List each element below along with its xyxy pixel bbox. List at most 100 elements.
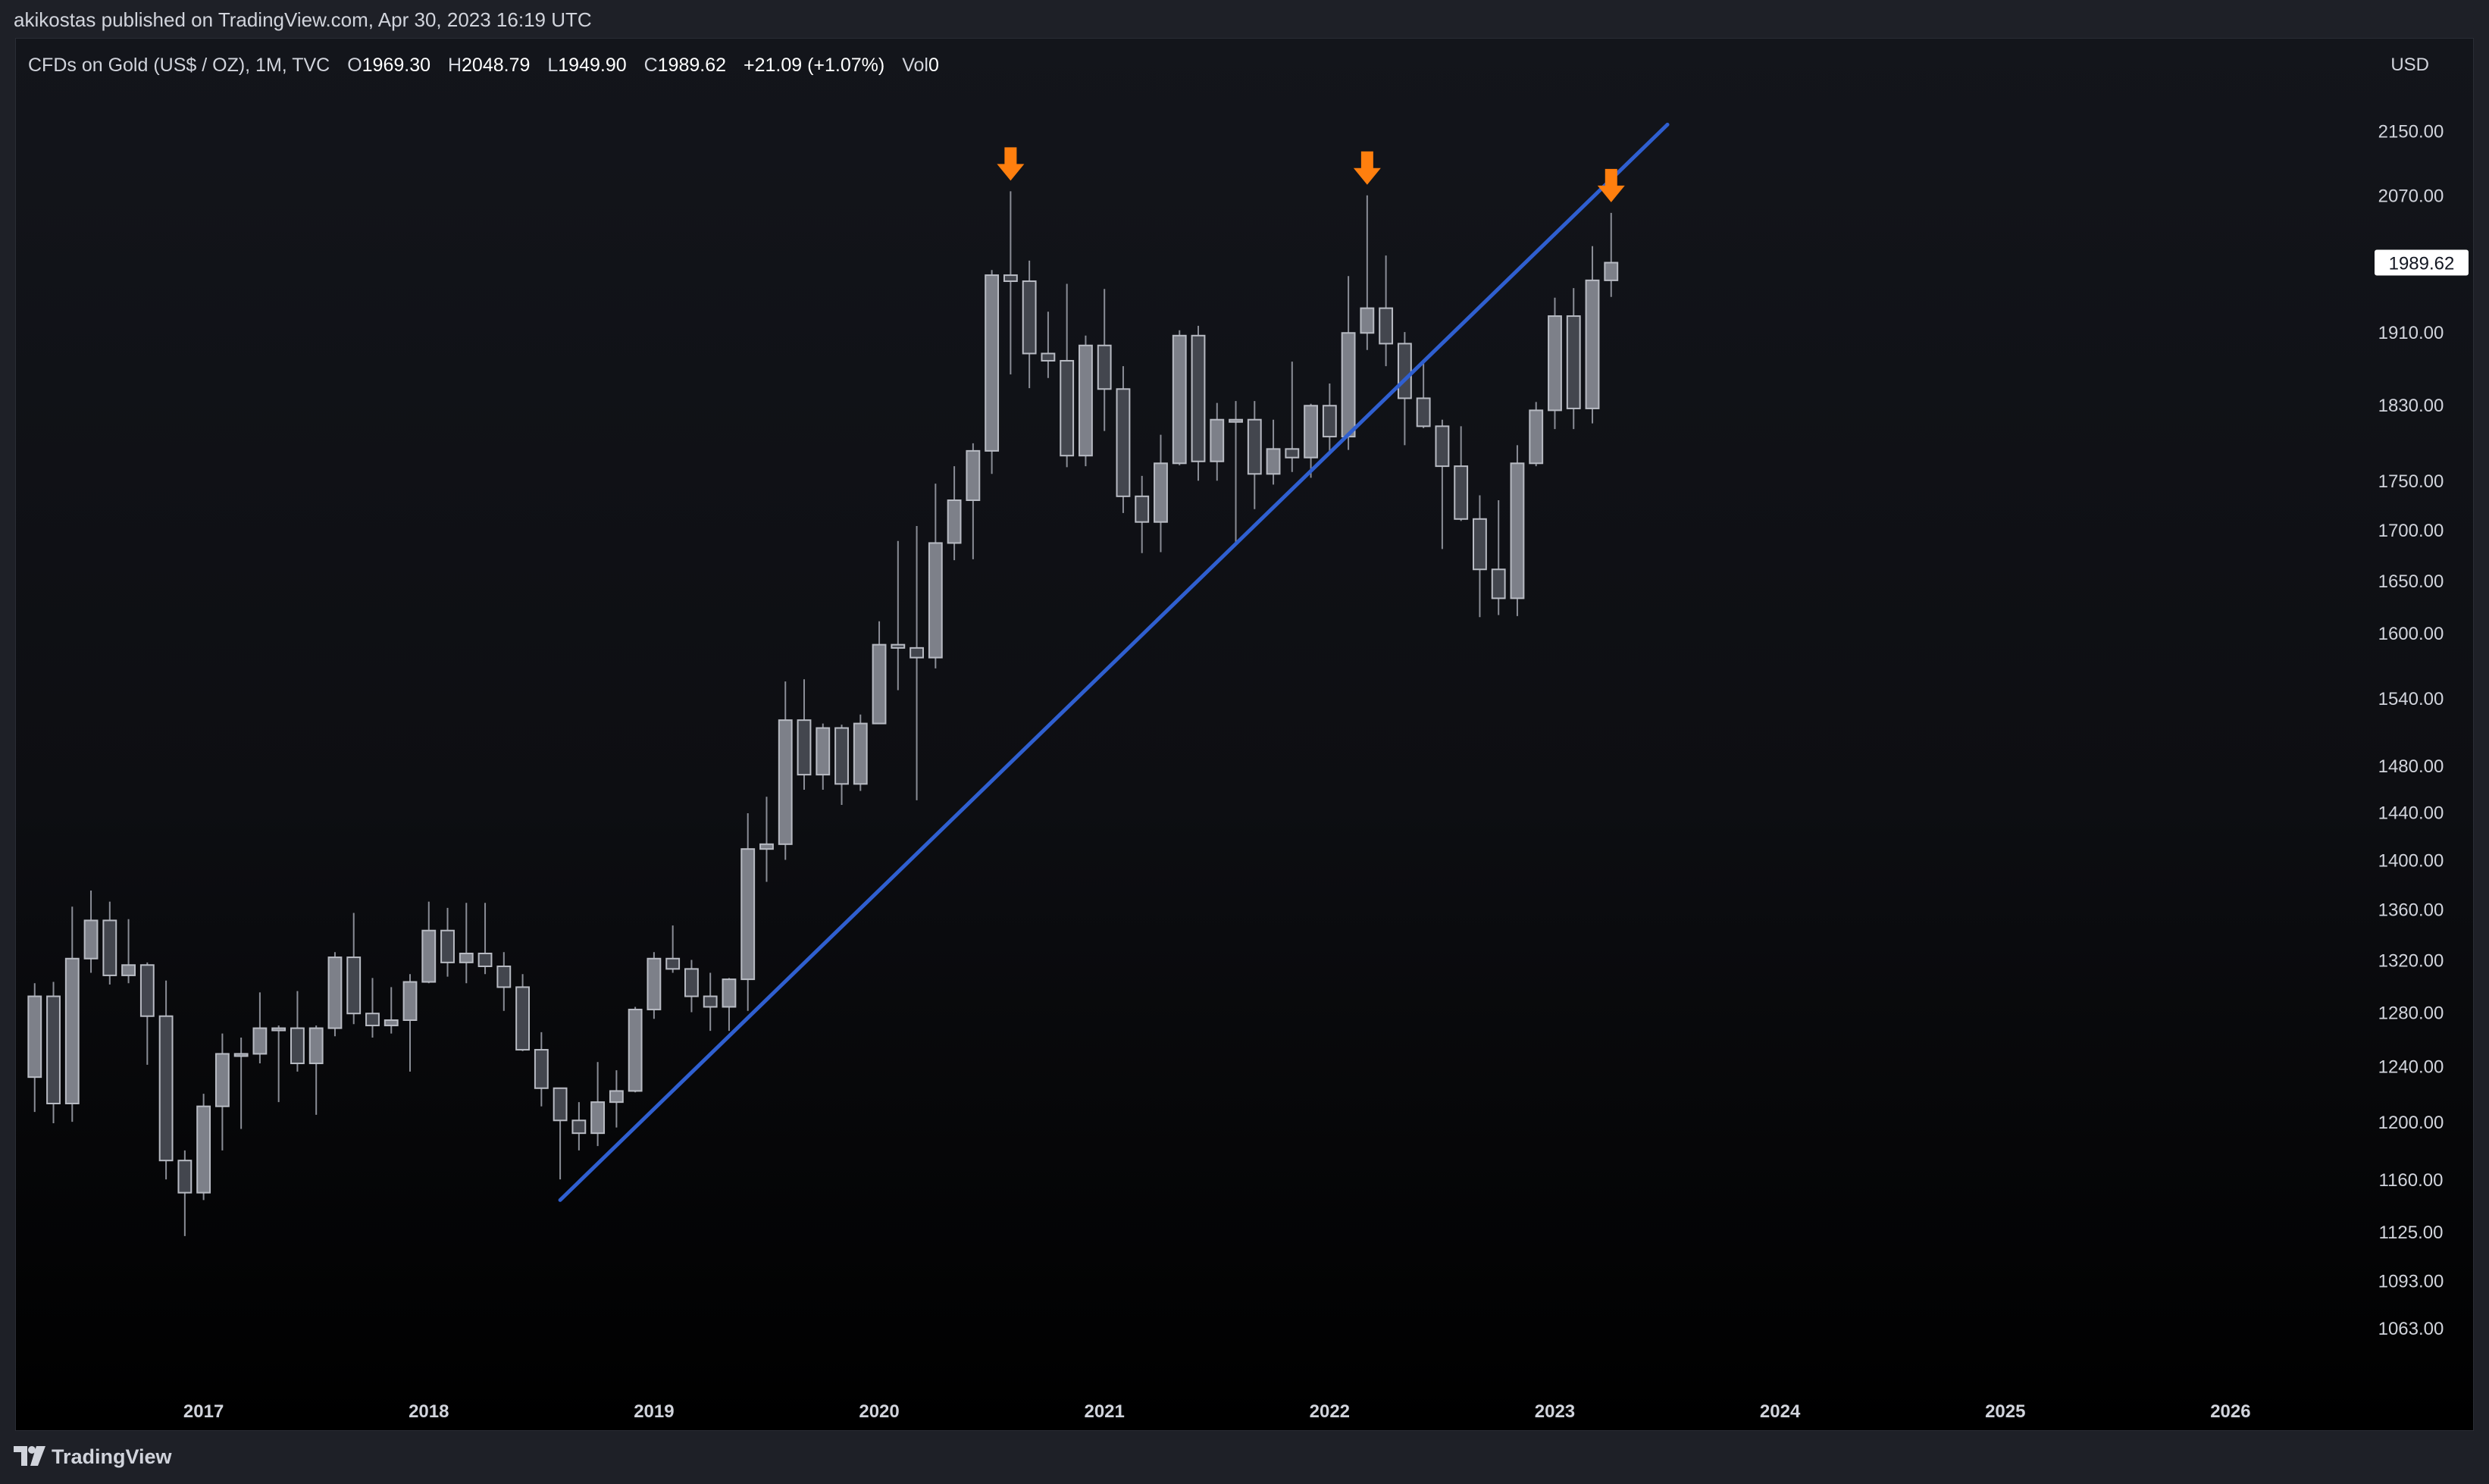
price-tick-label: 2070.00 — [2378, 186, 2444, 207]
trendline — [558, 122, 1670, 1202]
candle-body — [139, 964, 155, 1017]
price-tick-label: 1400.00 — [2378, 851, 2444, 872]
candle-body — [459, 952, 474, 963]
candle-body — [27, 995, 42, 1079]
candle-body — [834, 727, 849, 785]
candle-body — [121, 964, 136, 976]
candle-body — [816, 727, 831, 776]
candle-body — [384, 1019, 399, 1027]
candle-body — [553, 1087, 568, 1122]
candle-body — [158, 1015, 174, 1162]
candle-body — [1229, 418, 1243, 423]
price-tick-label: 1280.00 — [2378, 1003, 2444, 1023]
time-tick-label: 2018 — [409, 1401, 449, 1422]
price-chart[interactable]: 2150.00 2070.00 1910.00 1830.00 1750.00 1700.… — [16, 39, 2474, 1431]
candle-body — [853, 722, 868, 785]
time-tick-label: 2023 — [1535, 1401, 1575, 1422]
candle-body — [1191, 334, 1206, 462]
candle-body — [496, 965, 512, 988]
candle-body — [1566, 315, 1581, 409]
candle-body — [1548, 315, 1562, 412]
candle-body — [327, 956, 343, 1029]
price-tick-label: 1063.00 — [2378, 1319, 2444, 1339]
price-axis: 2150.00 2070.00 1910.00 1830.00 1750.00 1700.… — [2378, 122, 2444, 1339]
candle-body — [609, 1090, 624, 1104]
candle-body — [1154, 462, 1168, 523]
down-arrow-marker — [1353, 151, 1381, 185]
change-value: +21.09 (+1.07%) — [743, 55, 885, 76]
candle-body — [214, 1053, 230, 1107]
open-value: 1969.30 — [362, 55, 431, 76]
time-tick-label: 2020 — [859, 1401, 899, 1422]
candle-body — [571, 1119, 587, 1135]
candle-body — [515, 986, 530, 1051]
candle-body — [1116, 388, 1131, 497]
candle-body — [1041, 352, 1056, 362]
price-tick-label: 2150.00 — [2378, 122, 2444, 142]
candle-body — [1416, 397, 1431, 427]
candle-body — [196, 1105, 211, 1194]
candle-body — [665, 957, 681, 970]
candle-body — [1435, 425, 1450, 468]
candle-body — [1529, 409, 1544, 465]
candle-body — [891, 643, 906, 649]
candle-body — [797, 719, 812, 776]
last-price-layer: 1989.62 — [2375, 249, 2469, 276]
candle-body — [1360, 307, 1375, 334]
close-label: C — [643, 55, 658, 76]
candle-body — [534, 1049, 549, 1089]
candle-body — [947, 499, 962, 544]
candle-body — [684, 968, 699, 997]
close-value: 1989.62 — [657, 55, 727, 76]
candle-body — [872, 643, 887, 725]
candle-body — [1473, 518, 1487, 571]
candle-body — [308, 1027, 324, 1065]
time-tick-label: 2025 — [1985, 1401, 2025, 1422]
price-tick-label: 1200.00 — [2378, 1113, 2444, 1133]
high-label: H — [447, 55, 462, 76]
symbol-legend[interactable]: CFDs on Gold (US$ / OZ), 1M, TVC O1969.3… — [28, 52, 939, 78]
high-value: 2048.79 — [462, 55, 531, 76]
candle-body — [590, 1101, 606, 1135]
candle-body — [233, 1053, 249, 1057]
price-tick-label: 1750.00 — [2378, 471, 2444, 492]
volume-value: 0 — [928, 55, 939, 76]
candle-body — [985, 274, 1000, 452]
candle-body — [966, 449, 981, 502]
time-tick-label: 2026 — [2210, 1401, 2250, 1422]
time-tick-label: 2017 — [183, 1401, 224, 1422]
tradingview-logo-text[interactable]: TradingView — [52, 1445, 172, 1468]
price-tick-label: 1360.00 — [2378, 900, 2444, 921]
candle-body — [64, 957, 80, 1105]
currency-label[interactable]: USD — [2390, 55, 2429, 75]
candle-body — [740, 848, 756, 981]
candle-body — [477, 952, 493, 967]
candle-body — [722, 978, 737, 1008]
down-arrow-marker — [997, 147, 1025, 181]
candle-body — [778, 719, 793, 845]
volume-label: Vol — [902, 55, 928, 76]
symbol-name[interactable]: CFDs on Gold (US$ / OZ), 1M, TVC — [28, 55, 330, 76]
markers-layer — [997, 147, 1625, 202]
candle-body — [1210, 418, 1225, 462]
price-tick-label: 1700.00 — [2378, 521, 2444, 541]
price-tick-label: 1125.00 — [2379, 1223, 2444, 1243]
candle-body — [1304, 405, 1318, 459]
candle-body — [1060, 359, 1075, 457]
candle-body — [703, 995, 718, 1008]
candle-body — [1172, 334, 1187, 465]
time-axis: 2017 2018 2019 2020 2021 2022 2023 2024 2025 2026 — [183, 1401, 2251, 1422]
candle-body — [1266, 448, 1281, 475]
candle-body — [1491, 568, 1506, 600]
candle-body — [1454, 465, 1469, 520]
candle-body — [1341, 332, 1356, 438]
candle-body — [647, 957, 662, 1010]
candle-body — [1097, 344, 1112, 390]
publisher-caption: akikostas published on TradingView.com, … — [14, 8, 592, 31]
candle-body — [83, 919, 99, 960]
price-tick-label: 1650.00 — [2378, 571, 2444, 592]
tradingview-logo-icon[interactable] — [14, 1446, 47, 1467]
chart-panel[interactable]: 2150.00 2070.00 1910.00 1830.00 1750.00 1700.… — [15, 38, 2474, 1431]
price-tick-label: 1240.00 — [2378, 1057, 2444, 1078]
candle-body — [1585, 279, 1600, 409]
